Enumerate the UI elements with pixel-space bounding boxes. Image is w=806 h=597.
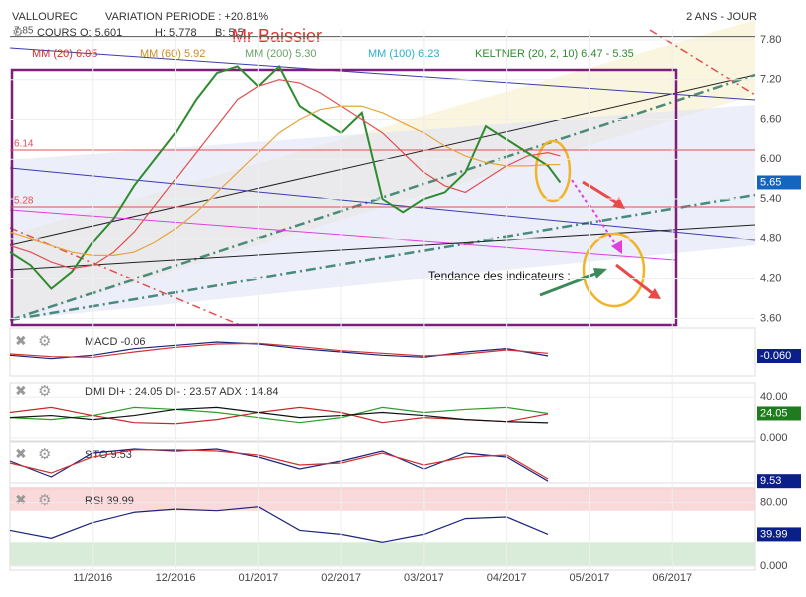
- y-tick-label: 6.60: [760, 113, 781, 125]
- trendline: [9, 209, 676, 261]
- overbought-zone: [10, 487, 755, 511]
- gear-icon: ⚙: [12, 24, 24, 39]
- level-label: 5.28: [14, 196, 34, 207]
- value-badge-label: 9.53: [760, 475, 781, 487]
- series-line: [9, 448, 549, 482]
- value-badge-label: -0.060: [760, 350, 791, 362]
- trendline: [9, 167, 756, 241]
- value-badge: [757, 474, 801, 489]
- trend-note: Tendance des indicateurs :: [428, 269, 571, 283]
- panel-title: STO 9.53: [85, 449, 132, 461]
- value-badge: [757, 527, 801, 542]
- y-tick-label: 80.00: [760, 497, 788, 509]
- gear-icon: ⚙: [38, 446, 51, 463]
- frame: [10, 68, 678, 327]
- trendline: [9, 224, 756, 271]
- x-icon: ✖: [15, 446, 27, 462]
- trendline: [9, 193, 756, 322]
- x-tick-label: 02/2017: [321, 572, 361, 584]
- value-badge-label: 5.65: [760, 176, 781, 188]
- y-tick-label: 6.00: [760, 153, 781, 165]
- gear-icon: ⚙: [38, 492, 51, 509]
- y-tick-label: 4.20: [760, 273, 781, 285]
- y-tick-label: 0.000: [760, 560, 788, 572]
- x-icon: ✖: [15, 333, 27, 349]
- y-tick-label: 40.00: [760, 391, 788, 403]
- y-tick-label: 7.80: [760, 34, 781, 46]
- level-label: 7.85: [14, 25, 34, 36]
- arrow-head: [612, 197, 625, 209]
- trendline: [9, 47, 756, 101]
- level-label: 6.14: [14, 139, 34, 150]
- series-line: [9, 105, 561, 256]
- x-tick-label: 05/2017: [570, 572, 610, 584]
- trendline: [649, 29, 756, 96]
- value-badge: [757, 175, 801, 190]
- panel-title: DMI DI+ : 24.05 DI- : 23.57 ADX : 14.84: [85, 386, 279, 398]
- panel-title: MACD -0.06: [85, 336, 146, 348]
- circle-marker: [534, 139, 572, 203]
- arrow: [615, 263, 656, 297]
- value-badge: [757, 349, 801, 363]
- period: 2 ANS - JOUR: [686, 11, 757, 23]
- legend-mm200: MM (200) 5.30: [245, 48, 317, 60]
- stock-name: VALLOUREC: [12, 11, 78, 23]
- series-line: [9, 406, 549, 424]
- panel-title: RSI 39.99: [85, 495, 134, 507]
- series-line: [9, 342, 549, 358]
- arrow-head: [611, 240, 622, 254]
- panel-bg: [9, 327, 756, 377]
- arrow: [539, 270, 601, 297]
- y-tick-label: 7.20: [760, 74, 781, 86]
- x-tick-label: 04/2017: [487, 572, 527, 584]
- value-badge-label: 24.05: [760, 407, 788, 419]
- series-line: [9, 406, 549, 424]
- x-tick-label: 03/2017: [404, 572, 444, 584]
- legend-mm100: MM (100) 6.23: [368, 48, 440, 60]
- series-line: [9, 64, 562, 290]
- series-line: [9, 79, 561, 270]
- y-tick-label: 5.40: [760, 193, 781, 205]
- arrow: [571, 179, 619, 249]
- series-line: [9, 449, 549, 480]
- x-tick-label: 12/2016: [156, 572, 196, 584]
- ohlc: O: 5.601: [80, 27, 122, 39]
- y-tick-label: 0.000: [760, 432, 788, 444]
- y-tick-label: 4.80: [760, 233, 781, 245]
- arrow-head: [593, 268, 607, 279]
- x-tick-label: 01/2017: [238, 572, 278, 584]
- gear-icon: ⚙: [38, 333, 51, 350]
- ohlc: B: 5.5: [215, 27, 244, 39]
- x-tick-label: 11/2016: [73, 572, 112, 584]
- legend-cours: COURS: [37, 27, 77, 39]
- panel-bg: [9, 482, 756, 571]
- x-icon: ✖: [15, 492, 27, 508]
- arrow-head: [648, 288, 661, 299]
- gear-icon: ⚙: [38, 383, 51, 400]
- x-tick-label: 06/2017: [652, 572, 692, 584]
- variation: VARIATION PERIODE : +20.81%: [105, 11, 268, 23]
- value-badge: [757, 406, 801, 421]
- x-icon: ✖: [15, 383, 27, 399]
- legend-mm20: MM (20) 6.05: [32, 48, 97, 60]
- legend-mm60: MM (60) 5.92: [140, 48, 205, 60]
- series-line: [9, 506, 549, 543]
- circle-marker: [582, 232, 646, 308]
- oversold-zone: [10, 542, 755, 566]
- trendline: [9, 74, 756, 246]
- y-tick-label: 3.60: [760, 312, 781, 324]
- annotation: Mr Baissier: [232, 26, 322, 46]
- series-line: [9, 341, 549, 360]
- legend-keltner: KELTNER (20, 2, 10) 6.47 - 5.35: [475, 48, 634, 60]
- value-badge-label: 39.99: [760, 528, 788, 540]
